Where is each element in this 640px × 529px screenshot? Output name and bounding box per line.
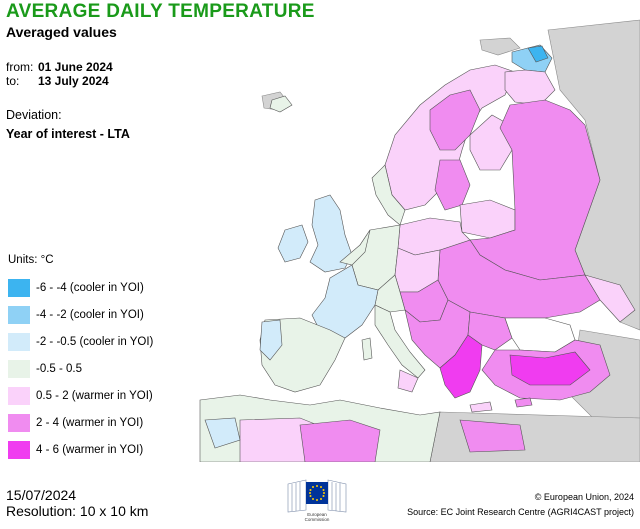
legend-label: -2 - -0.5 (cooler in YOI) <box>36 335 154 348</box>
period-block: from: 01 June 2024 to: 13 July 2024 <box>6 60 113 88</box>
map-title: AVERAGE DAILY TEMPERATURE <box>6 1 315 22</box>
italy <box>361 304 426 393</box>
mediterranean-islands <box>469 397 533 413</box>
resolution-text: Resolution: 10 x 10 km <box>6 503 149 519</box>
legend-swatch <box>8 386 30 405</box>
anatolia <box>481 339 611 401</box>
kola-region <box>504 44 556 106</box>
logo-text-commission: Commission <box>305 517 330 522</box>
temperature-map <box>199 19 640 462</box>
legend-item: 2 - 4 (warmer in YOI) <box>8 409 153 436</box>
legend-item: -2 - -0.5 (cooler in YOI) <box>8 328 153 355</box>
period-to-label: to: <box>6 74 20 88</box>
legend-item: -0.5 - 0.5 <box>8 355 153 382</box>
period-to-value: 13 July 2024 <box>38 74 109 88</box>
legend-swatch <box>8 440 30 459</box>
period-from-label: from: <box>6 60 34 74</box>
british-isles <box>269 95 353 273</box>
issue-date: 15/07/2024 <box>6 487 77 503</box>
source-text: Source: EC Joint Research Centre (AGRI4C… <box>407 507 634 517</box>
copyright-text: © European Union, 2024 <box>534 492 634 502</box>
legend-label: 2 - 4 (warmer in YOI) <box>36 416 144 429</box>
northern-europe <box>371 64 516 239</box>
legend-item: -4 - -2 (cooler in YOI) <box>8 301 153 328</box>
legend-swatch <box>8 305 30 324</box>
deviation-value: Year of interest - LTA <box>6 127 130 141</box>
legend-item: 4 - 6 (warmer in YOI) <box>8 436 153 463</box>
legend-swatch <box>8 332 30 351</box>
legend-label: 4 - 6 (warmer in YOI) <box>36 443 144 456</box>
iberian-peninsula <box>259 317 346 393</box>
central-europe <box>351 217 471 323</box>
period-from-value: 01 June 2024 <box>38 60 113 74</box>
deviation-label: Deviation: <box>6 108 62 122</box>
legend-label: -4 - -2 (cooler in YOI) <box>36 308 144 321</box>
legend-item: -6 - -4 (cooler in YOI) <box>8 274 153 301</box>
european-commission-logo: European Commission <box>286 476 348 523</box>
legend: Units: °C -6 - -4 (cooler in YOI) -4 - -… <box>8 254 153 463</box>
legend-swatch <box>8 278 30 297</box>
legend-swatch <box>8 413 30 432</box>
map-subtitle: Averaged values <box>6 24 117 40</box>
legend-units: Units: °C <box>8 254 54 266</box>
logo-text-european: European <box>307 512 327 517</box>
north-africa <box>199 394 526 462</box>
legend-swatch <box>8 359 30 378</box>
legend-item: 0.5 - 2 (warmer in YOI) <box>8 382 153 409</box>
legend-label: 0.5 - 2 (warmer in YOI) <box>36 389 153 402</box>
western-europe <box>311 229 379 339</box>
legend-label: -0.5 - 0.5 <box>36 362 83 375</box>
legend-label: -6 - -4 (cooler in YOI) <box>36 281 144 294</box>
